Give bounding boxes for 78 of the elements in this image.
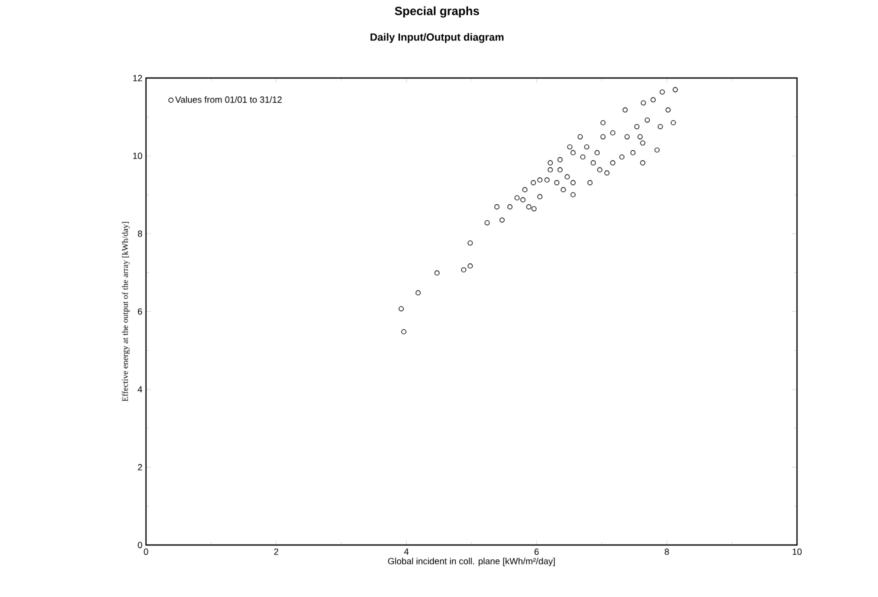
x-tick-label: 0 bbox=[144, 548, 148, 555]
y-tick-label: 12 bbox=[133, 74, 142, 82]
point bbox=[640, 100, 646, 106]
point bbox=[570, 150, 576, 156]
point bbox=[604, 170, 610, 176]
point bbox=[520, 197, 526, 202]
point bbox=[468, 263, 473, 269]
point bbox=[640, 140, 646, 146]
point bbox=[666, 107, 671, 112]
point bbox=[564, 174, 570, 180]
point bbox=[658, 124, 663, 130]
point bbox=[434, 270, 440, 276]
point bbox=[630, 150, 636, 156]
point bbox=[587, 180, 593, 186]
point bbox=[570, 192, 576, 198]
point bbox=[650, 97, 656, 102]
x-tick-label: 8 bbox=[664, 548, 669, 555]
point bbox=[670, 120, 676, 126]
point bbox=[578, 134, 583, 140]
point bbox=[537, 177, 542, 183]
point bbox=[619, 154, 624, 160]
point bbox=[654, 147, 660, 153]
y-axis-title: Effective energy at the output of the array [kWh/day] bbox=[122, 222, 130, 402]
point bbox=[544, 177, 550, 183]
point bbox=[468, 240, 473, 246]
y-tick-label: 0 bbox=[138, 542, 142, 548]
point bbox=[594, 150, 600, 156]
point bbox=[461, 267, 466, 272]
point bbox=[638, 134, 643, 140]
x-tick-label: 6 bbox=[534, 548, 539, 555]
point bbox=[398, 306, 404, 312]
point bbox=[537, 194, 542, 200]
point bbox=[600, 134, 606, 140]
y-tick-label: 4 bbox=[138, 386, 142, 392]
point bbox=[584, 144, 590, 150]
point bbox=[624, 134, 630, 140]
x-tick-label: 10 bbox=[792, 548, 802, 555]
point bbox=[494, 204, 500, 210]
y-tick-label: 8 bbox=[138, 230, 142, 237]
point bbox=[554, 180, 560, 186]
legend-label: Values from 01/01 to 31/12 bbox=[175, 96, 282, 103]
point bbox=[610, 160, 616, 166]
point bbox=[660, 89, 665, 95]
point bbox=[644, 117, 650, 123]
point bbox=[634, 124, 640, 130]
point bbox=[548, 167, 553, 172]
point bbox=[600, 120, 606, 126]
point bbox=[590, 160, 596, 166]
point bbox=[416, 290, 421, 296]
y-tick-label: 6 bbox=[138, 308, 142, 315]
point bbox=[522, 187, 528, 192]
x-tick-label: 4 bbox=[404, 548, 409, 555]
point bbox=[672, 87, 678, 92]
y-tick-label: 2 bbox=[138, 464, 142, 470]
point bbox=[570, 180, 576, 186]
y-tick-label: 10 bbox=[133, 152, 142, 160]
x-axis-title: Global incident in coll. plane [kWh/m²/day] bbox=[388, 558, 555, 566]
point bbox=[530, 180, 536, 186]
point bbox=[580, 154, 586, 160]
point bbox=[640, 160, 646, 166]
point bbox=[560, 187, 566, 192]
chart-title: Special graphs bbox=[394, 6, 480, 18]
point bbox=[531, 206, 537, 212]
point bbox=[526, 204, 532, 210]
point bbox=[622, 107, 628, 112]
point bbox=[484, 220, 490, 226]
point bbox=[401, 329, 406, 334]
point bbox=[557, 157, 563, 162]
point bbox=[567, 144, 572, 150]
point bbox=[548, 160, 553, 166]
point bbox=[507, 204, 512, 210]
point bbox=[500, 218, 505, 223]
point bbox=[597, 167, 602, 172]
point bbox=[557, 167, 563, 172]
x-tick-label: 2 bbox=[274, 548, 278, 555]
chart-subtitle: Daily Input/Output diagram bbox=[370, 33, 504, 43]
point bbox=[610, 130, 616, 136]
point bbox=[514, 195, 520, 200]
